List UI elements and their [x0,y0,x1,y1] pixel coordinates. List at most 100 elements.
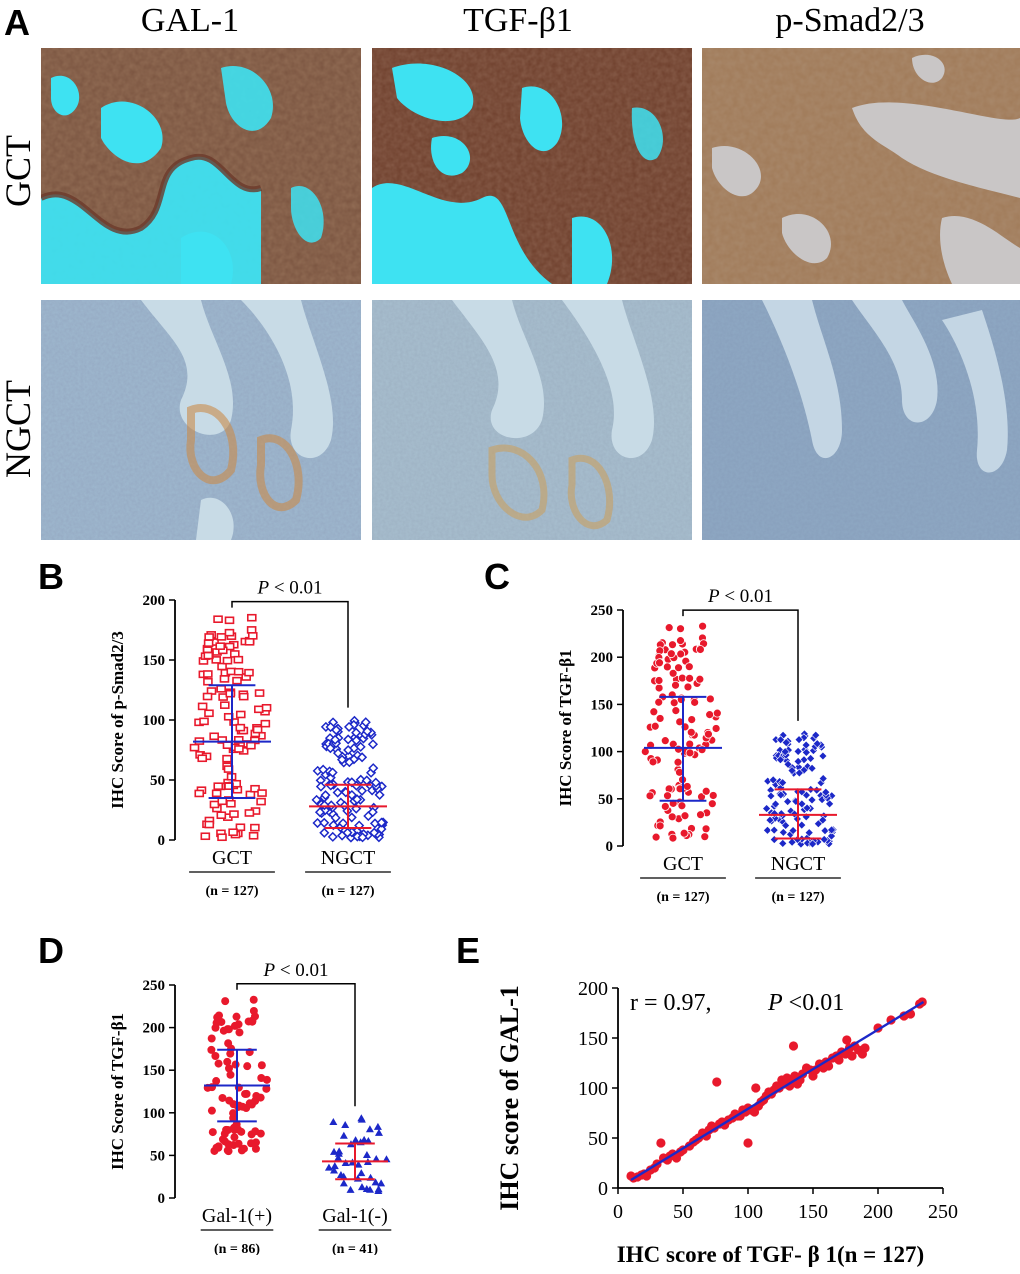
data-point [668,640,677,650]
data-point [204,633,214,641]
data-point [254,705,264,714]
x-tick-label: 0 [613,1201,623,1223]
data-point [376,817,387,828]
data-point [707,799,717,809]
data-point [357,752,368,763]
y-tick-label: 0 [158,833,166,849]
data-point [230,1133,239,1142]
chart-c: 0 50 100 150 200 250 IHC Score of TGF-β1 GCT (n … [556,586,841,905]
data-point [217,833,227,842]
data-point [669,698,679,708]
data-point [224,1140,233,1149]
y-axis-label: IHC Score of p-Smad2/3 [108,631,127,809]
data-point [357,1169,366,1177]
data-point [842,1035,852,1045]
significance-bracket [682,609,799,721]
x-tick-label: 100 [733,1201,763,1223]
p-value-label: P < 0.01 [256,578,322,599]
data-point [213,615,223,624]
data-point [671,680,680,690]
data-point [701,786,711,796]
data-point [824,1061,834,1071]
data-point [216,633,227,641]
x-tick-label: 50 [673,1201,693,1223]
data-point [330,1166,339,1174]
data-point [797,820,807,830]
data-point [226,799,236,808]
data-point [234,1125,243,1134]
y-tick-label: 100 [591,745,614,761]
data-point [351,1136,360,1144]
data-point [827,831,836,841]
data-point [367,807,378,818]
micrograph-ngct-gal1 [41,300,361,540]
n-label: (n = 41) [332,1242,378,1255]
x-axis-label: IHC score of TGF- β 1(n = 127) [617,1242,924,1267]
micrograph-gct-psmad [702,48,1020,284]
data-point [671,706,681,716]
data-point [751,1083,761,1093]
data-point [780,747,790,757]
data-point [712,1077,722,1087]
data-point [860,1043,870,1053]
data-point [246,626,257,634]
data-point [369,827,380,838]
data-point [330,734,341,745]
data-point [705,694,715,704]
data-point [788,1041,799,1051]
data-point [783,797,793,807]
data-point [696,810,705,820]
data-point [199,717,209,726]
data-point [763,825,772,835]
y-tick-label: 50 [150,773,165,789]
data-point [664,623,674,633]
annotation-r: r = 0.97, [630,990,712,1016]
data-point [787,766,797,775]
y-tick-label: 0 [598,1178,608,1200]
data-point [677,673,687,683]
y-tick-label: 200 [143,593,166,609]
data-point [373,1122,382,1130]
data-point [207,1034,216,1043]
data-point [226,1049,235,1058]
data-point [217,662,227,671]
data-point [362,1151,371,1159]
data-point [762,804,772,813]
data-point [248,831,259,840]
category-label: GCT [212,847,252,869]
y-tick-label: 200 [143,1021,166,1037]
data-point [676,624,685,634]
data-point [362,726,373,737]
data-point [211,1051,220,1060]
data-point [224,782,234,790]
data-point [695,674,705,684]
panel-label-c: C [484,556,510,597]
data-point [325,743,336,754]
data-point [765,815,775,825]
data-point [197,702,208,711]
data-point [200,832,211,841]
data-point [208,1128,217,1137]
n-label: (n = 127) [321,884,374,899]
x-tick-label: 200 [863,1201,893,1223]
data-point [244,809,255,817]
micrograph-ngct-psmad [702,300,1020,540]
data-point [324,1163,333,1171]
data-point [229,1109,238,1118]
data-point [811,730,821,740]
data-point [372,1154,381,1162]
data-point [357,832,368,843]
micrograph-ngct-tgfb1 [372,300,692,540]
data-point [226,1070,235,1079]
data-point [257,1073,266,1082]
data-point [254,689,265,697]
data-point [370,777,381,788]
data-point [668,833,678,843]
panel-label-a: A [4,2,30,43]
data-point [711,724,721,733]
data-point [778,827,788,837]
data-point [221,997,230,1006]
data-point [233,736,244,744]
annotation-p: P <0.01 [767,990,844,1016]
data-point [360,717,371,728]
